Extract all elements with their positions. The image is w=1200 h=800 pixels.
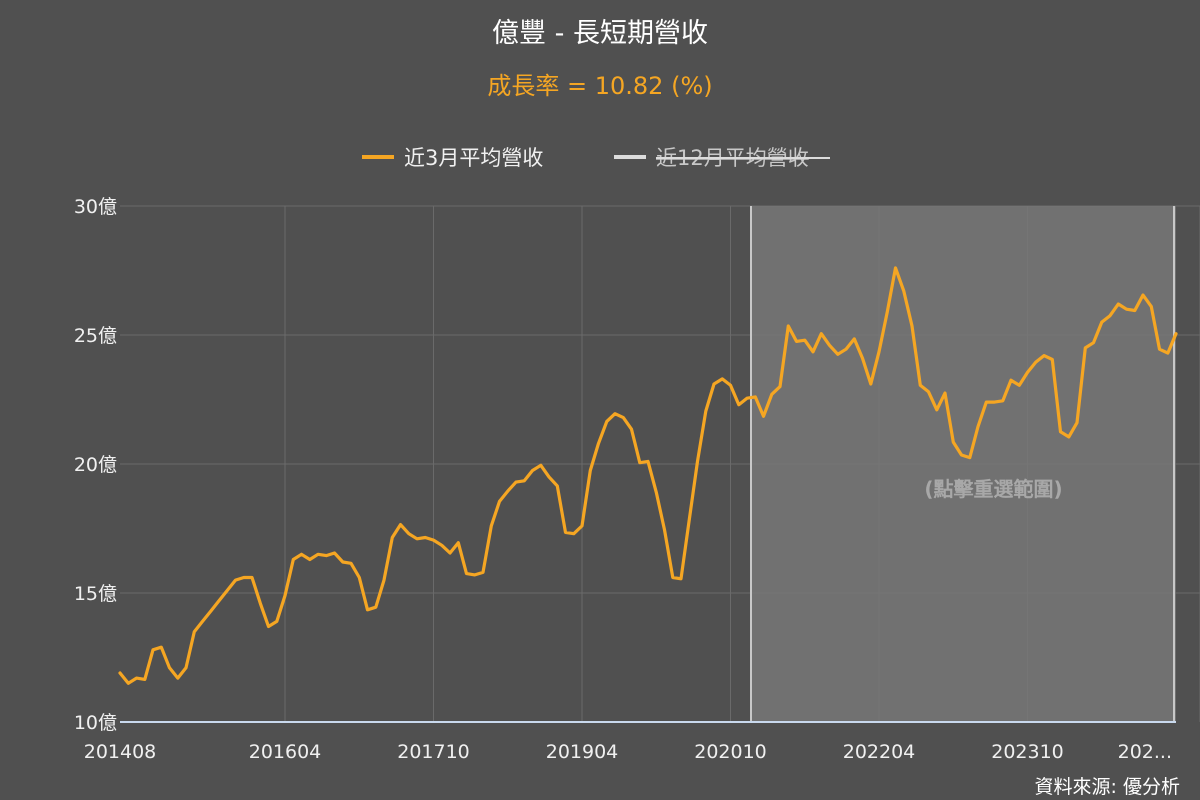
source-footer: 資料來源: 優分析 xyxy=(1035,776,1180,798)
selection-overlay[interactable] xyxy=(751,206,1176,722)
series-layer xyxy=(118,266,1178,685)
legend-item-12m[interactable]: 近12月平均營收 xyxy=(614,146,830,170)
x-tick-label: 201904 xyxy=(546,741,619,763)
legend: 近3月平均營收 近12月平均營收 xyxy=(362,146,830,170)
selection-range[interactable]: (點擊重選範圍) xyxy=(750,206,1176,722)
x-tick-label: 202310 xyxy=(991,741,1064,763)
y-tick-label: 10億 xyxy=(74,712,117,734)
y-tick-label: 15億 xyxy=(74,583,117,605)
legend-item-3m[interactable]: 近3月平均營收 xyxy=(362,146,543,170)
y-tick-label: 20億 xyxy=(74,454,117,476)
series-line-3m-avg-revenue xyxy=(118,266,1178,685)
y-tick-label: 30億 xyxy=(74,196,117,218)
reselect-range-hint[interactable]: (點擊重選範圍) xyxy=(924,477,1062,501)
x-tick-label: 202204 xyxy=(843,741,916,763)
x-tick-label: 201710 xyxy=(397,741,470,763)
axes: 10億 15億 20億 25億 30億 201408 201604 201710 201904 2… xyxy=(74,196,1176,763)
x-tick-label: 202010 xyxy=(694,741,767,763)
x-tick-label: 201408 xyxy=(84,741,157,763)
x-tick-label: 202... xyxy=(1118,741,1172,763)
legend-label-3m: 近3月平均營收 xyxy=(404,146,543,170)
y-tick-label: 25億 xyxy=(74,325,117,347)
growth-rate-subtitle: 成長率 = 10.82 (%) xyxy=(487,72,712,100)
chart-title: 億豐 - 長短期營收 xyxy=(492,18,708,49)
x-tick-label: 201604 xyxy=(249,741,322,763)
